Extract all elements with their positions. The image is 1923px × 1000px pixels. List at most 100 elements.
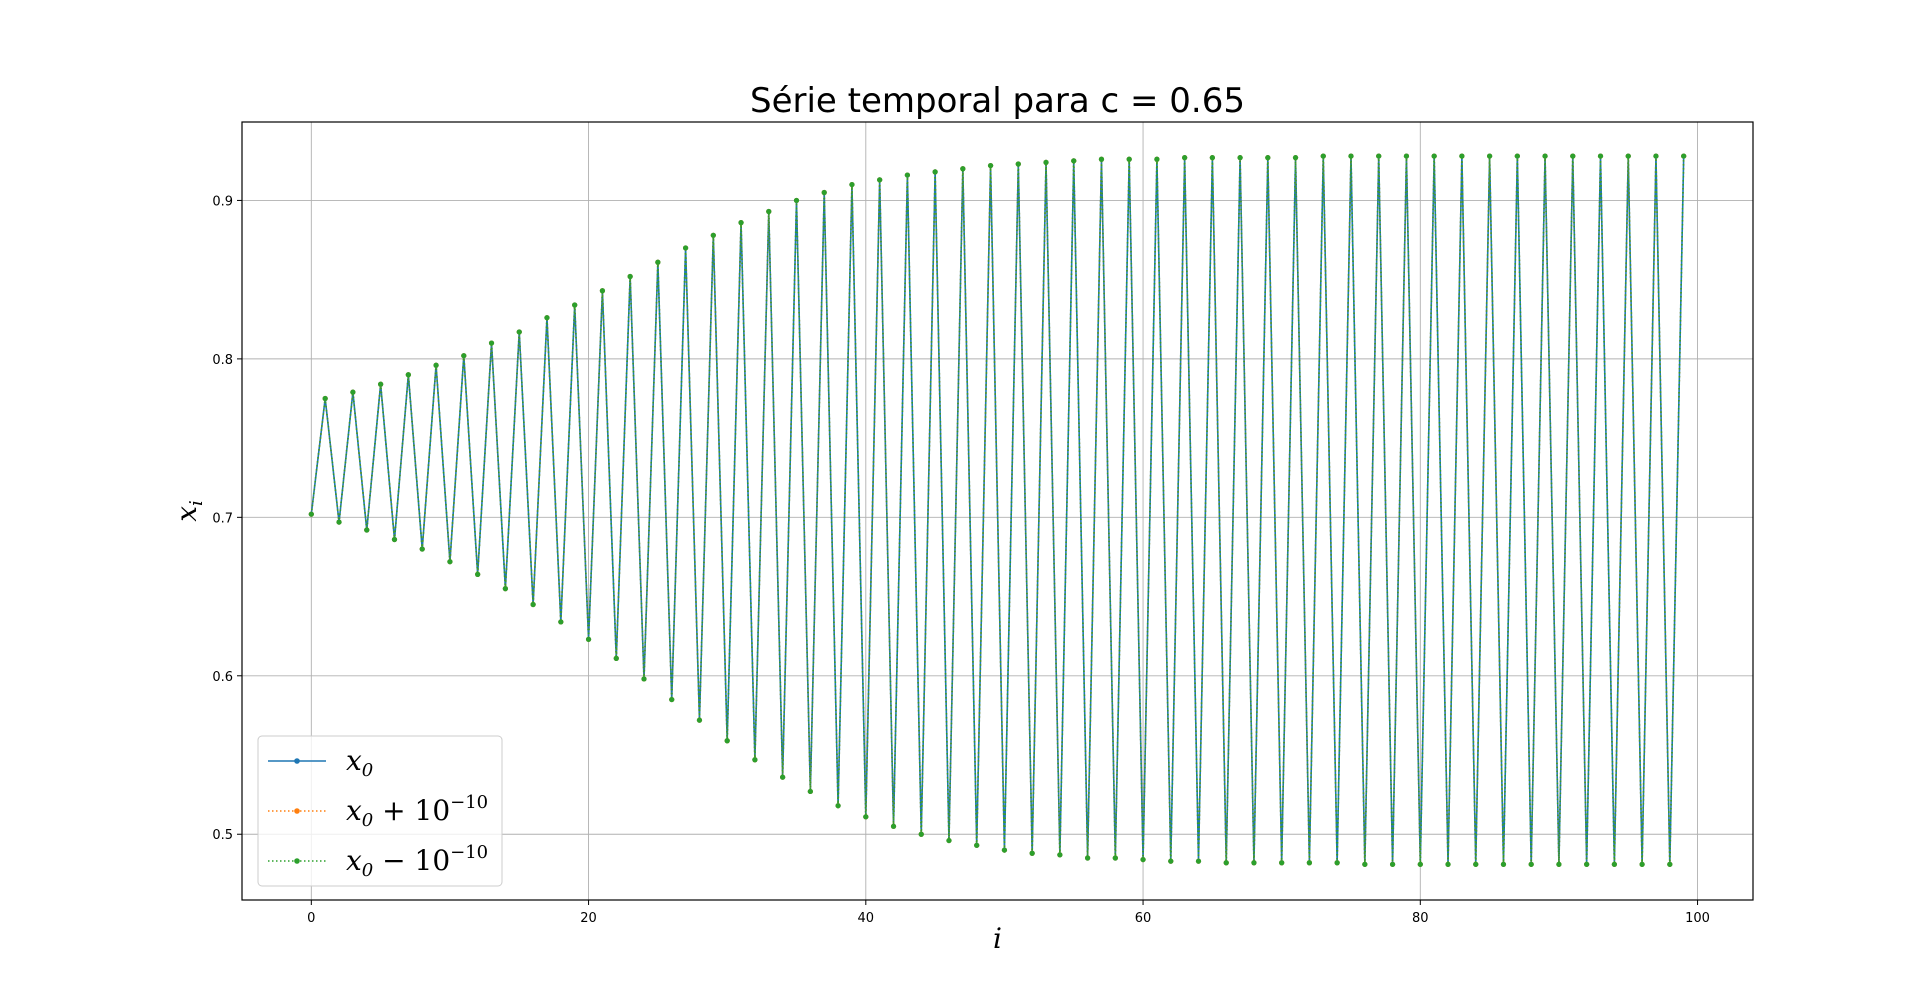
legend-entry-0: x0 [268, 744, 373, 781]
data-point [1168, 858, 1174, 864]
data-point [1389, 861, 1396, 867]
data-point [1459, 153, 1465, 159]
x-tick-label: 60 [1135, 911, 1152, 926]
data-point [1500, 861, 1507, 867]
data-point [669, 696, 675, 703]
axis-ticks: 0 20 40 60 80 100 0.5 0.6 0.7 0.8 0.9 [212, 194, 1710, 926]
legend-label: x0 [346, 744, 373, 781]
plot-frame [241, 121, 1754, 901]
data-point [890, 823, 897, 829]
data-point [1611, 861, 1617, 867]
data-point [1528, 861, 1534, 867]
legend-marker [294, 808, 300, 814]
data-point [627, 273, 633, 280]
legend-label-suffix: + 10 [373, 794, 450, 827]
data-point [1223, 860, 1229, 866]
x-axis-label: i [993, 922, 1002, 955]
y-tick-label: 0.9 [212, 194, 233, 209]
data-point [1473, 861, 1479, 867]
data-point [738, 220, 744, 226]
data-point [461, 353, 467, 359]
data-point [1057, 852, 1063, 858]
data-point [419, 546, 425, 552]
data-point [1237, 155, 1243, 161]
data-point [1209, 155, 1215, 161]
data-point [849, 181, 855, 188]
data-point [1431, 153, 1437, 159]
data-point [1653, 153, 1659, 159]
legend-label-base: x [346, 844, 362, 877]
y-axis-label-base: x [170, 506, 203, 522]
y-tick-label: 0.7 [212, 511, 233, 526]
series-line [310, 156, 1685, 865]
data-point [1584, 861, 1590, 867]
data-point [1279, 860, 1285, 866]
data-point [364, 527, 370, 533]
data-point [1071, 158, 1077, 164]
legend-label-exponent: −10 [450, 842, 488, 863]
grid-lines [242, 122, 1753, 900]
x-tick-label: 0 [307, 911, 315, 926]
data-point [904, 172, 910, 178]
series-lines [308, 153, 1687, 867]
data-point [336, 519, 342, 525]
legend-label-suffix: − 10 [373, 844, 450, 877]
legend-marker [294, 858, 300, 864]
x-tick-label: 100 [1685, 911, 1710, 926]
legend-label-exponent: −10 [450, 792, 488, 813]
data-point [350, 389, 356, 395]
data-point [1348, 153, 1354, 159]
data-point [1306, 860, 1313, 866]
data-point [793, 197, 800, 204]
data-point [724, 738, 730, 744]
data-point [1681, 153, 1687, 159]
data-point [1556, 861, 1562, 867]
data-point [1001, 847, 1008, 853]
data-point [1098, 156, 1105, 162]
y-axis-label: xi [170, 500, 207, 522]
data-point [1445, 861, 1451, 867]
data-point [1015, 161, 1021, 167]
data-point [1487, 153, 1493, 159]
legend-box [257, 735, 503, 887]
data-point [1542, 153, 1548, 159]
data-point [1639, 861, 1645, 867]
data-point [1334, 860, 1340, 866]
data-point [1265, 155, 1271, 161]
data-point [558, 619, 564, 625]
data-point [1417, 861, 1423, 867]
data-point [433, 362, 439, 368]
data-point [1126, 156, 1132, 162]
data-point [475, 571, 481, 577]
data-point [544, 315, 550, 321]
legend-marker [294, 758, 300, 764]
data-point [322, 395, 328, 402]
data-point [1403, 153, 1410, 159]
data-point [1154, 156, 1160, 162]
data-point [585, 636, 592, 642]
data-point [391, 536, 398, 543]
data-point [599, 288, 606, 294]
legend-label-base: x [346, 794, 362, 827]
data-point [780, 774, 786, 780]
legend-label-subscript: 0 [362, 760, 373, 781]
x-tick-label: 40 [858, 911, 875, 926]
data-point [1085, 855, 1091, 861]
data-point [1362, 861, 1368, 867]
data-point [932, 169, 938, 175]
legend-label: x0 − 10−10 [346, 842, 488, 881]
data-point [974, 842, 980, 848]
data-point [1140, 856, 1146, 863]
x-tick-label: 20 [580, 911, 597, 926]
data-point [863, 814, 869, 820]
y-tick-label: 0.5 [212, 828, 233, 843]
data-point [655, 259, 661, 265]
data-point [1514, 153, 1520, 159]
data-point [1292, 155, 1299, 161]
legend-label-subscript: 0 [362, 860, 373, 881]
data-point [1570, 153, 1576, 159]
data-point [1029, 850, 1035, 856]
legend-entry-1: x0 + 10−10 [268, 792, 488, 831]
